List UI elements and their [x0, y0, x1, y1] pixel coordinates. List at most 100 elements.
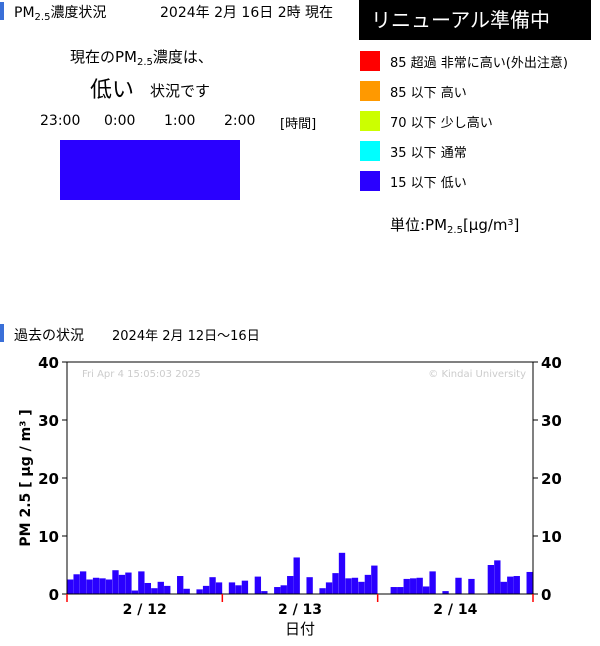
legend-label: 15 以下 低い	[390, 176, 467, 191]
x-tick-label: 2 / 14	[433, 602, 477, 618]
bar-20	[196, 589, 203, 594]
bar-46	[364, 574, 372, 594]
bar-21	[202, 585, 210, 594]
hourly-level-strip	[60, 140, 240, 200]
bar-44	[351, 577, 359, 594]
page-title: PM2.5濃度状況	[14, 5, 107, 23]
bar-55	[422, 586, 430, 594]
bar-50	[390, 587, 397, 594]
header-marker	[0, 2, 4, 20]
bar-7	[112, 570, 119, 594]
legend-label: 35 以下 通常	[390, 146, 467, 161]
bar-1	[73, 574, 80, 594]
bar-40	[325, 582, 333, 594]
bar-22	[209, 577, 216, 594]
bar-6	[105, 579, 113, 594]
legend-swatch	[360, 111, 380, 131]
x-tick-label: 2 / 13	[278, 602, 322, 618]
hour-label-2: 1:00	[164, 113, 196, 129]
y-tick-label-right: 0	[541, 586, 551, 604]
bar-15	[164, 585, 171, 594]
bar-2	[79, 571, 87, 594]
legend-label: 70 以下 少し高い	[390, 116, 493, 131]
y-tick-label-right: 40	[541, 354, 562, 372]
bar-60	[455, 577, 462, 594]
bar-12	[144, 582, 152, 594]
y-tick-label-right: 20	[541, 470, 562, 488]
hour-unit: [時間]	[280, 117, 317, 132]
y-tick-label-left: 10	[38, 528, 59, 546]
bar-54	[416, 577, 423, 594]
current-level-suffix: 状況です	[150, 82, 211, 100]
y-tick-label-right: 30	[541, 412, 562, 430]
bar-45	[358, 581, 365, 594]
bar-68	[507, 576, 514, 594]
bar-13	[151, 588, 158, 594]
bar-3	[86, 579, 93, 594]
bar-53	[410, 578, 417, 594]
bar-33	[280, 585, 287, 594]
bar-34	[287, 576, 294, 594]
chart-bars	[67, 552, 533, 594]
bar-41	[332, 573, 339, 594]
bar-51	[397, 587, 404, 594]
bar-5	[99, 578, 106, 594]
past-marker	[0, 324, 4, 342]
bar-27	[241, 580, 249, 594]
y-tick-label-left: 30	[38, 412, 59, 430]
bar-32	[274, 587, 281, 594]
bar-37	[306, 577, 313, 594]
y-axis-label: PM 2.5 [ μg / m³ ]	[18, 409, 34, 546]
current-level: 低い	[90, 78, 135, 103]
bar-43	[345, 578, 352, 594]
hour-label-3: 2:00	[224, 113, 256, 129]
y-tick-label-left: 0	[49, 586, 59, 604]
legend-swatch	[360, 51, 380, 71]
bar-18	[183, 588, 190, 594]
hour-label-0: 23:00	[40, 113, 81, 129]
legend-label: 85 超過 非常に高い(外出注意)	[390, 56, 568, 71]
y-tick-label-left: 40	[38, 354, 59, 372]
hour-level-block-0	[60, 140, 120, 200]
bar-11	[138, 571, 145, 594]
hour-level-block-1	[120, 140, 180, 200]
bar-39	[319, 588, 326, 594]
y-axis: 0 0 10 10 20 20 30 30 40 40	[38, 354, 562, 604]
bar-8	[118, 574, 126, 594]
bar-67	[500, 581, 507, 594]
current-datetime: 2024年 2月 16日 2時 現在	[160, 5, 334, 21]
bar-4	[92, 577, 100, 594]
bar-9	[125, 572, 132, 594]
bar-65	[487, 565, 495, 594]
bar-66	[494, 560, 501, 594]
bar-47	[371, 565, 378, 594]
bar-69	[513, 576, 520, 594]
legend-swatch	[360, 81, 380, 101]
hour-label-1: 0:00	[104, 113, 136, 129]
y-tick-label-right: 10	[541, 528, 562, 546]
bar-52	[403, 578, 410, 594]
bar-35	[293, 557, 300, 594]
y-tick-label-left: 20	[38, 470, 59, 488]
past-title: 過去の状況	[14, 328, 84, 344]
bar-25	[228, 582, 236, 594]
plot-frame	[66, 361, 534, 595]
bar-17	[177, 576, 184, 594]
legend-swatch	[360, 141, 380, 161]
bar-0	[67, 579, 74, 594]
bar-42	[338, 552, 346, 594]
current-status-line: 現在のPM2.5濃度は、	[70, 48, 213, 68]
unit-label: 単位:PM2.5[μg/m³]	[390, 216, 520, 236]
bar-30	[261, 591, 268, 594]
bar-62	[468, 578, 475, 594]
bar-26	[235, 585, 242, 594]
x-axis: 2 / 12 2 / 13 2 / 14	[66, 594, 534, 618]
watermark-datetime: Fri Apr 4 15:05:03 2025	[82, 369, 201, 380]
x-tick-label: 2 / 12	[123, 602, 167, 618]
renewal-badge: リニューアル準備中	[359, 0, 591, 40]
bar-58	[442, 591, 449, 594]
bar-29	[254, 576, 262, 594]
watermark-credit: © Kindai University	[428, 369, 526, 380]
bar-56	[429, 571, 436, 594]
